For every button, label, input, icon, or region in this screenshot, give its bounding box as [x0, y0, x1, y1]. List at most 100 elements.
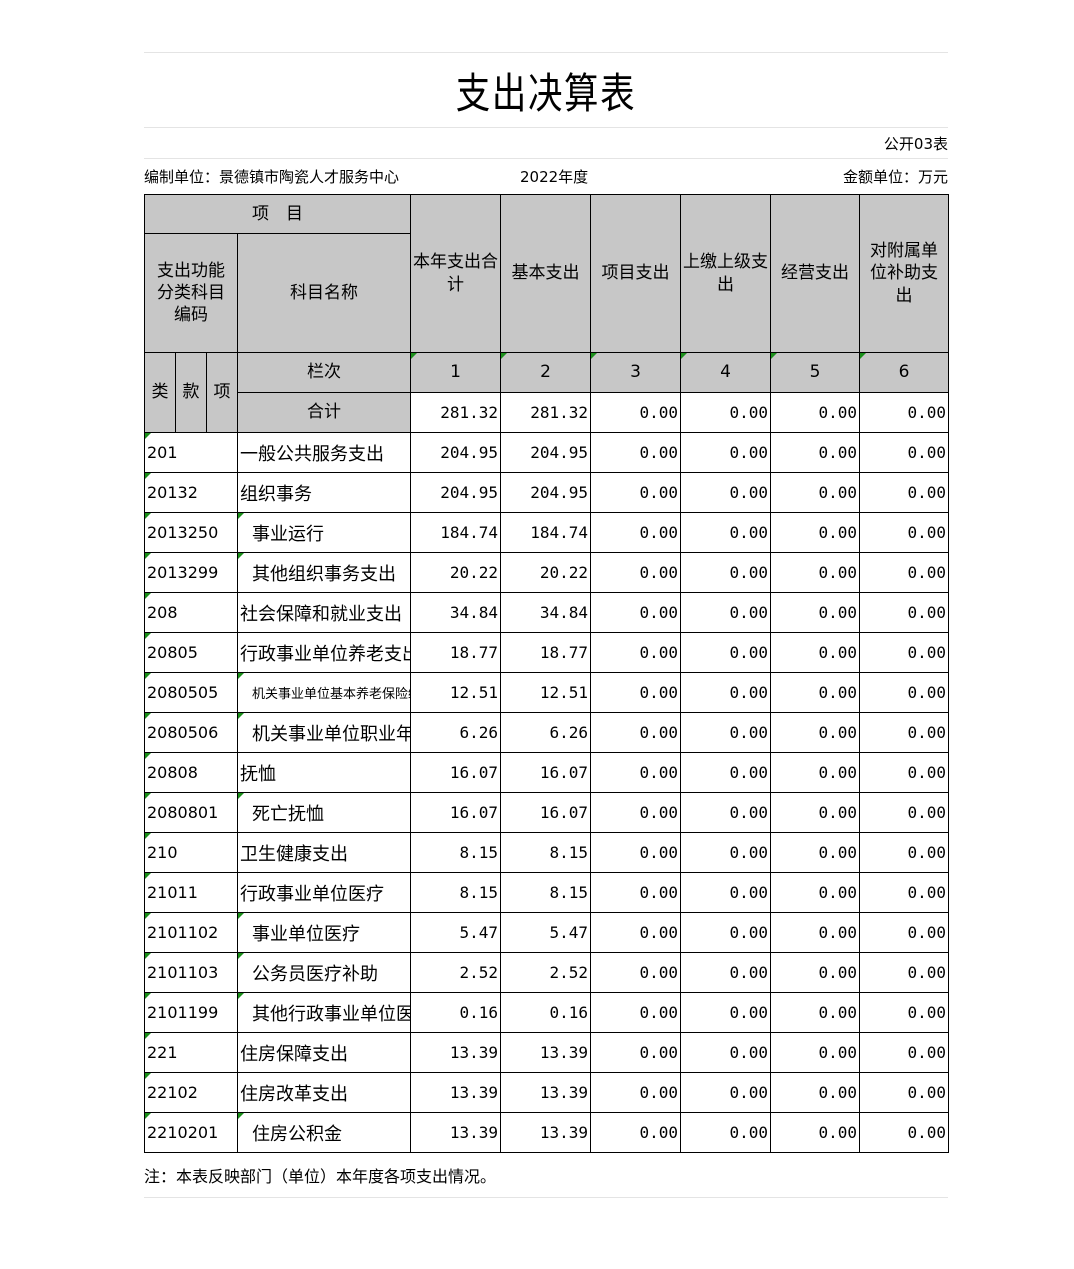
- row-subject-name: 行政事业单位养老支出: [237, 632, 411, 673]
- row-amount: 0.00: [859, 872, 949, 913]
- row-amount: 0.00: [680, 752, 771, 793]
- header-basic: 基本支出: [500, 194, 591, 353]
- row-code: 2080801: [144, 792, 238, 833]
- table-row: 2080506机关事业单位职业年金缴费支出6.266.260.000.000.0…: [144, 712, 949, 753]
- expenditure-sheet: 支出决算表 公开03表 编制单位：景德镇市陶瓷人才服务中心 2022年度 金额单…: [144, 52, 949, 1198]
- row-amount: 0.00: [590, 592, 681, 633]
- row-amount: 0.00: [680, 472, 771, 513]
- row-amount: 5.47: [410, 912, 501, 953]
- row-amount: 0.00: [770, 752, 860, 793]
- row-amount: 0.00: [680, 432, 771, 473]
- row-amount: 0.00: [590, 432, 681, 473]
- header-subsidy: 对附属单位补助支出: [859, 194, 949, 353]
- row-amount: 0.00: [770, 872, 860, 913]
- row-amount: 0.00: [590, 712, 681, 753]
- row-code: 201: [144, 432, 238, 473]
- row-amount: 8.15: [500, 872, 591, 913]
- row-code: 2101102: [144, 912, 238, 953]
- row-amount: 13.39: [500, 1072, 591, 1113]
- row-amount: 0.00: [770, 1112, 860, 1153]
- row-subject-name: 其他行政事业单位医疗支出: [237, 992, 411, 1033]
- table-row: 20805 行政事业单位养老支出 18.77 18.77 0.00 0.00 0.00 0.0…: [144, 632, 949, 673]
- row-code: 2210201: [144, 1112, 238, 1153]
- row-amount: 0.00: [859, 632, 949, 673]
- row-amount: 0.00: [770, 952, 860, 993]
- meta-row: 编制单位：景德镇市陶瓷人才服务中心 2022年度 金额单位：万元: [144, 159, 948, 194]
- row-amount: 0.00: [590, 472, 681, 513]
- row-amount: 12.51: [500, 672, 591, 713]
- row-subject-name: 事业单位医疗: [237, 912, 411, 953]
- row-amount: 0.00: [859, 752, 949, 793]
- row-amount: 0.16: [410, 992, 501, 1033]
- table-row: 2080505机关事业单位基本养老保险缴费支出12.5112.510.000.0…: [144, 672, 949, 713]
- row-amount: 204.95: [500, 432, 591, 473]
- total-cell: 0.00: [859, 392, 949, 433]
- row-amount: 0.00: [590, 672, 681, 713]
- row-amount: 0.00: [859, 832, 949, 873]
- row-code: 2101199: [144, 992, 238, 1033]
- row-amount: 12.51: [410, 672, 501, 713]
- row-amount: 0.00: [590, 912, 681, 953]
- row-amount: 18.77: [410, 632, 501, 673]
- row-amount: 0.00: [590, 832, 681, 873]
- row-amount: 0.00: [859, 432, 949, 473]
- row-subject-name: 社会保障和就业支出: [237, 592, 411, 633]
- row-code: 221: [144, 1032, 238, 1073]
- row-code: 208: [144, 592, 238, 633]
- row-amount: 0.00: [770, 712, 860, 753]
- row-amount: 0.00: [859, 1072, 949, 1113]
- row-amount: 0.00: [770, 472, 860, 513]
- row-subject-name: 住房公积金: [237, 1112, 411, 1153]
- fiscal-year: 2022年度: [520, 168, 589, 186]
- header-row-1: 项 目 本年支出合计 基本支出 项目支出 上缴上级支出 经营支出 对附属单位补助…: [144, 194, 949, 353]
- table-row: 2101102 事业单位医疗 5.47 5.47 0.00 0.00 0.00 0.00: [144, 912, 949, 953]
- row-amount: 0.00: [680, 672, 771, 713]
- row-amount: 0.00: [680, 832, 771, 873]
- row-amount: 0.00: [680, 1112, 771, 1153]
- col-num-4: 4: [680, 352, 771, 393]
- row-subject-name: 组织事务: [237, 472, 411, 513]
- row-amount: 0.16: [500, 992, 591, 1033]
- row-amount: 0.00: [590, 552, 681, 593]
- row-code: 20808: [144, 752, 238, 793]
- row-amount: 0.00: [680, 912, 771, 953]
- row-amount: 13.39: [500, 1032, 591, 1073]
- row-code: 20132: [144, 472, 238, 513]
- row-subject-name: 一般公共服务支出: [237, 432, 411, 473]
- row-amount: 0.00: [680, 1072, 771, 1113]
- total-cell: 0.00: [770, 392, 860, 433]
- row-amount: 13.39: [500, 1112, 591, 1153]
- table-row: 2013250 事业运行 184.74 184.74 0.00 0.00 0.00 0.00: [144, 512, 949, 553]
- row-amount: 0.00: [680, 712, 771, 753]
- row-code: 22102: [144, 1072, 238, 1113]
- row-amount: 0.00: [770, 832, 860, 873]
- row-amount: 13.39: [410, 1112, 501, 1153]
- row-amount: 204.95: [410, 472, 501, 513]
- table-row: 201 一般公共服务支出 204.95 204.95 0.00 0.00 0.00 0.00: [144, 432, 949, 473]
- table-row: 20808 抚恤 16.07 16.07 0.00 0.00 0.00 0.00: [144, 752, 949, 793]
- table-note: 注：本表反映部门（单位）本年度各项支出情况。: [144, 1153, 948, 1198]
- row-amount: 0.00: [770, 1032, 860, 1073]
- table-row: 21011 行政事业单位医疗 8.15 8.15 0.00 0.00 0.00 0.00: [144, 872, 949, 913]
- col-num-6: 6: [859, 352, 949, 393]
- col-num-5: 5: [770, 352, 860, 393]
- amount-unit: 金额单位：万元: [842, 168, 948, 186]
- row-amount: 20.22: [500, 552, 591, 593]
- row-amount: 13.39: [410, 1032, 501, 1073]
- table-row: 208 社会保障和就业支出 34.84 34.84 0.00 0.00 0.00 0.00: [144, 592, 949, 633]
- total-cell: 281.32: [500, 392, 591, 433]
- row-amount: 2.52: [500, 952, 591, 993]
- row-code: 21011: [144, 872, 238, 913]
- row-subject-name: 住房改革支出: [237, 1072, 411, 1113]
- row-amount: 34.84: [410, 592, 501, 633]
- row-amount: 0.00: [680, 1032, 771, 1073]
- row-amount: 184.74: [500, 512, 591, 553]
- row-amount: 0.00: [590, 992, 681, 1033]
- row-amount: 0.00: [770, 992, 860, 1033]
- row-amount: 0.00: [680, 872, 771, 913]
- row-amount: 0.00: [590, 1072, 681, 1113]
- total-row: 合计 281.32 281.32 0.00 0.00 0.00 0.00: [145, 392, 949, 433]
- row-amount: 8.15: [410, 832, 501, 873]
- row-subject-name: 公务员医疗补助: [237, 952, 411, 993]
- row-amount: 0.00: [859, 672, 949, 713]
